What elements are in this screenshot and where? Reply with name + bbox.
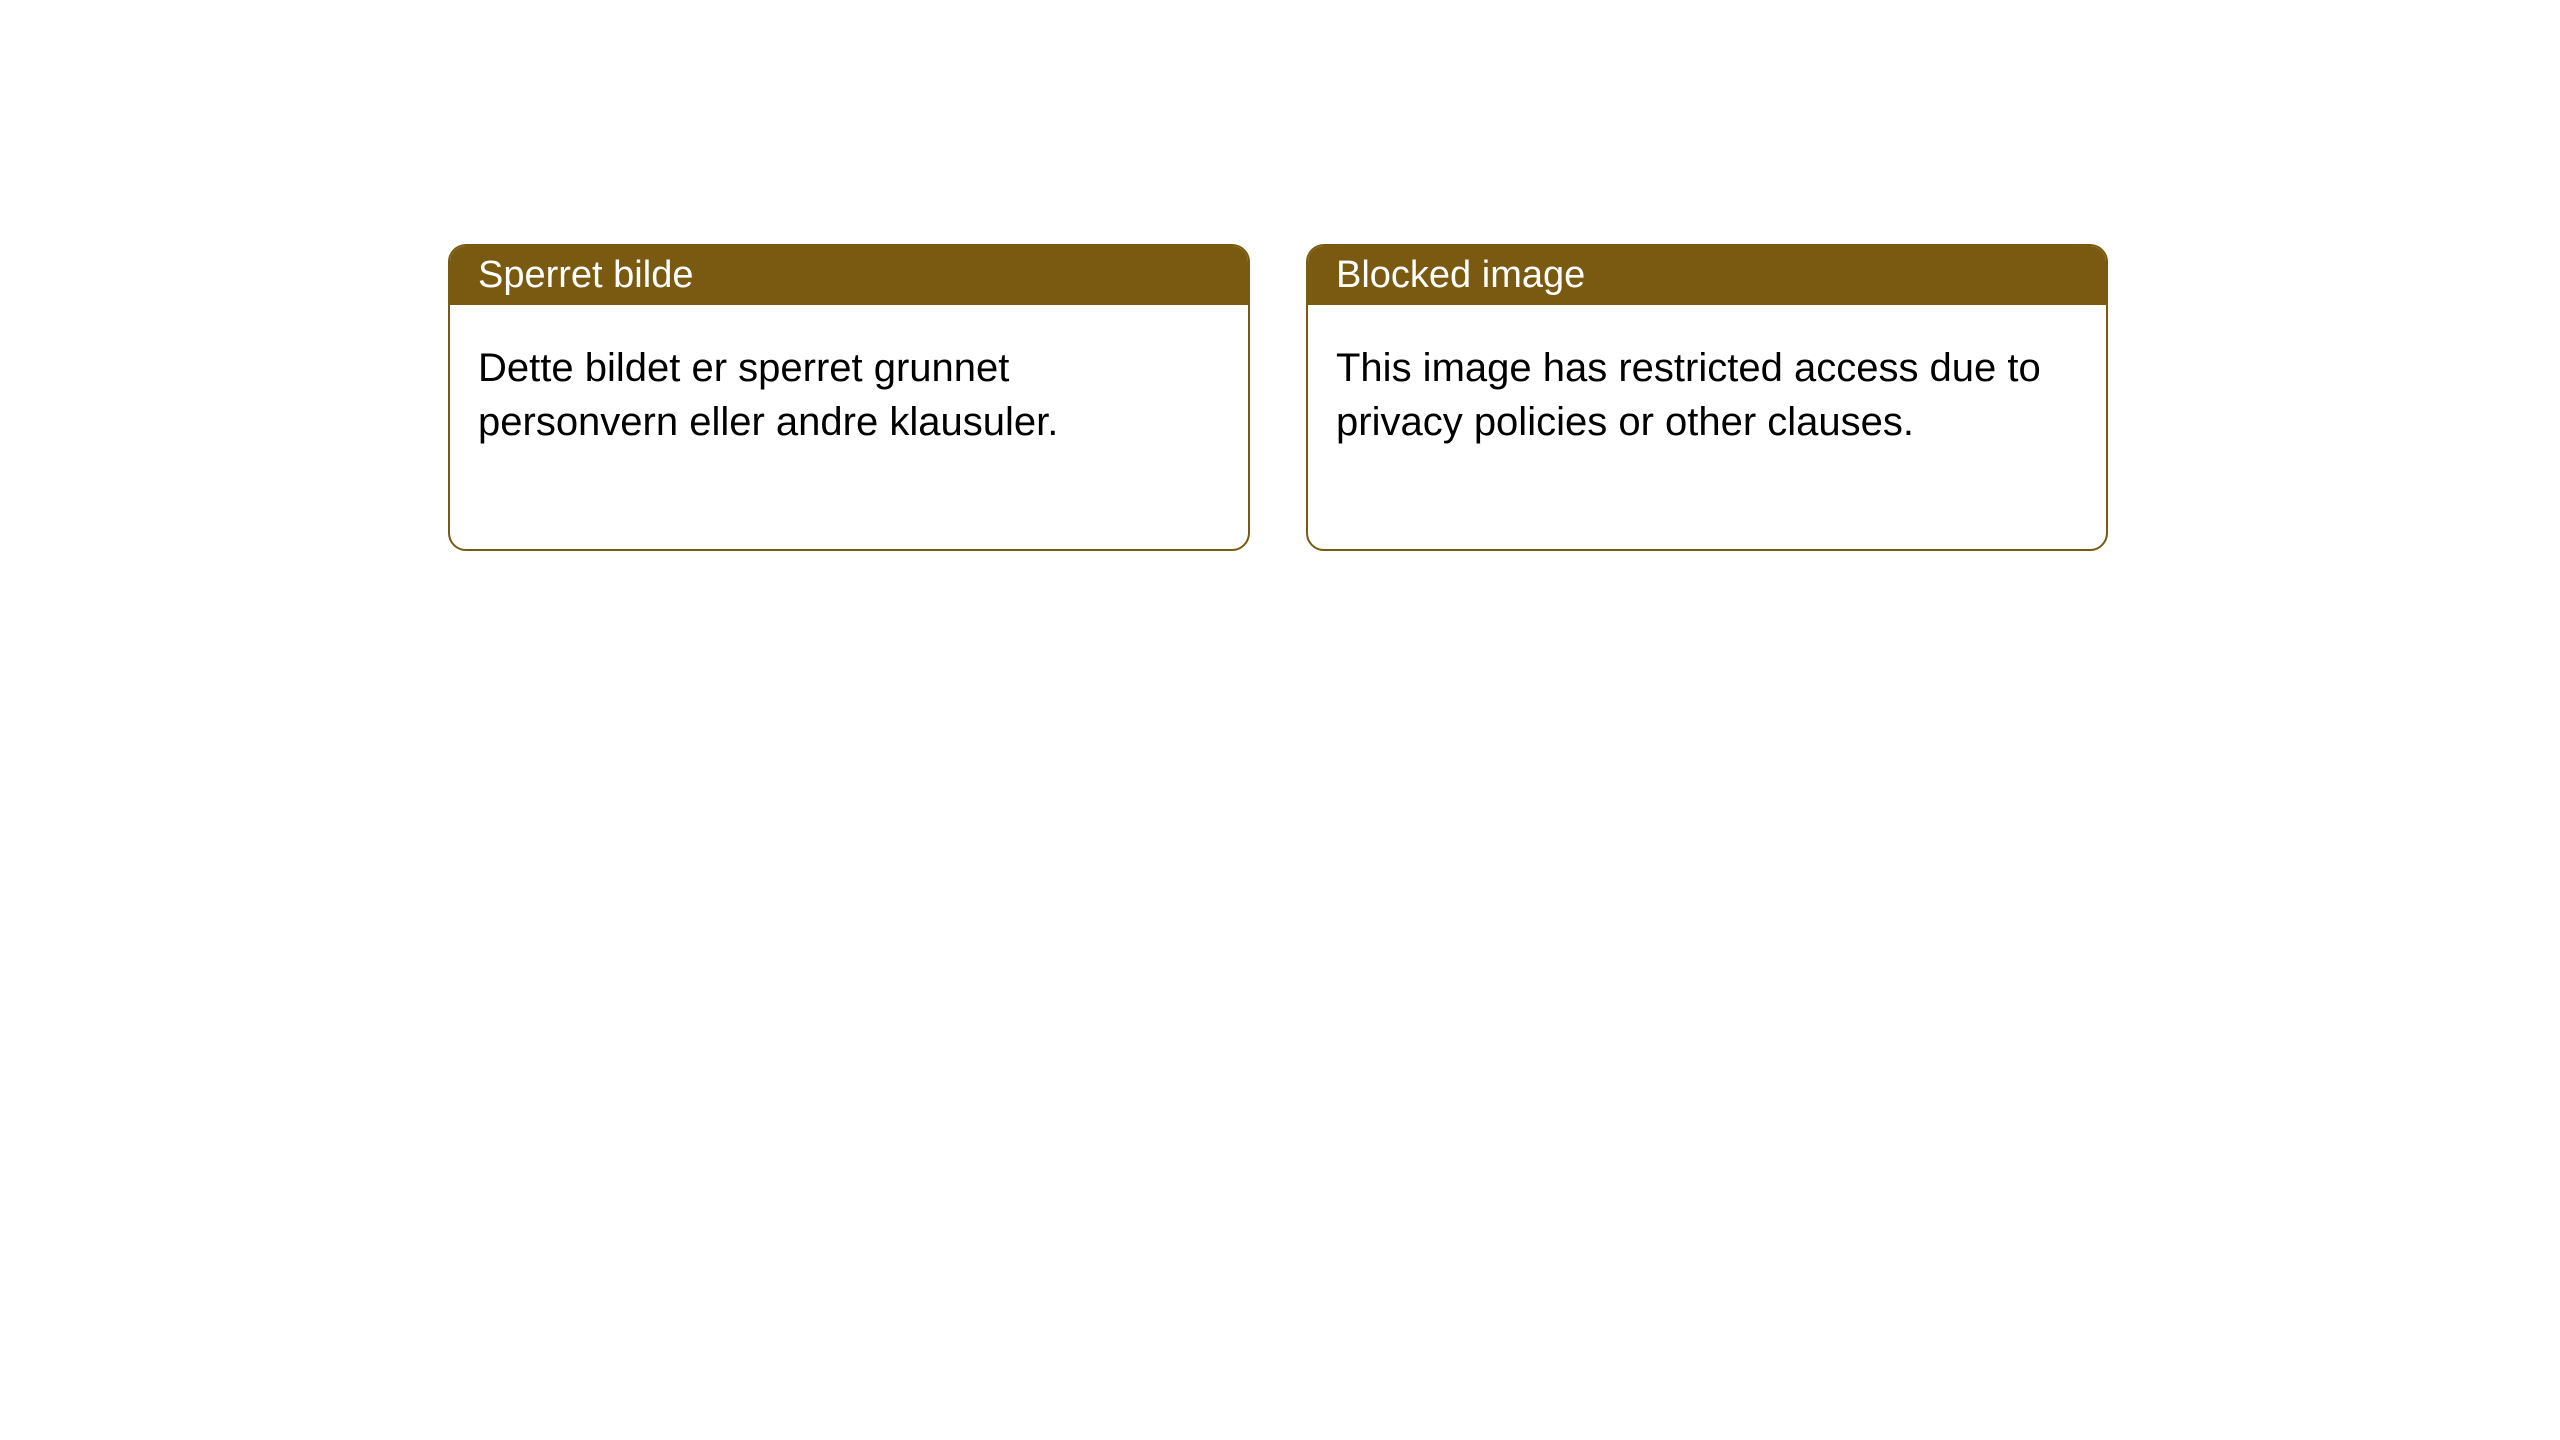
notice-box-no: Sperret bilde Dette bildet er sperret gr… (448, 244, 1250, 551)
notice-title-en: Blocked image (1336, 254, 1585, 296)
notice-box-en: Blocked image This image has restricted … (1306, 244, 2108, 551)
notice-header-no: Sperret bilde (450, 246, 1248, 305)
notice-body-no: Dette bildet er sperret grunnet personve… (450, 305, 1248, 549)
notice-body-en: This image has restricted access due to … (1308, 305, 2106, 549)
notice-text-no: Dette bildet er sperret grunnet personve… (478, 346, 1058, 444)
notice-header-en: Blocked image (1308, 246, 2106, 305)
notice-title-no: Sperret bilde (478, 254, 693, 296)
notice-text-en: This image has restricted access due to … (1336, 346, 2041, 444)
notice-container: Sperret bilde Dette bildet er sperret gr… (448, 244, 2108, 551)
